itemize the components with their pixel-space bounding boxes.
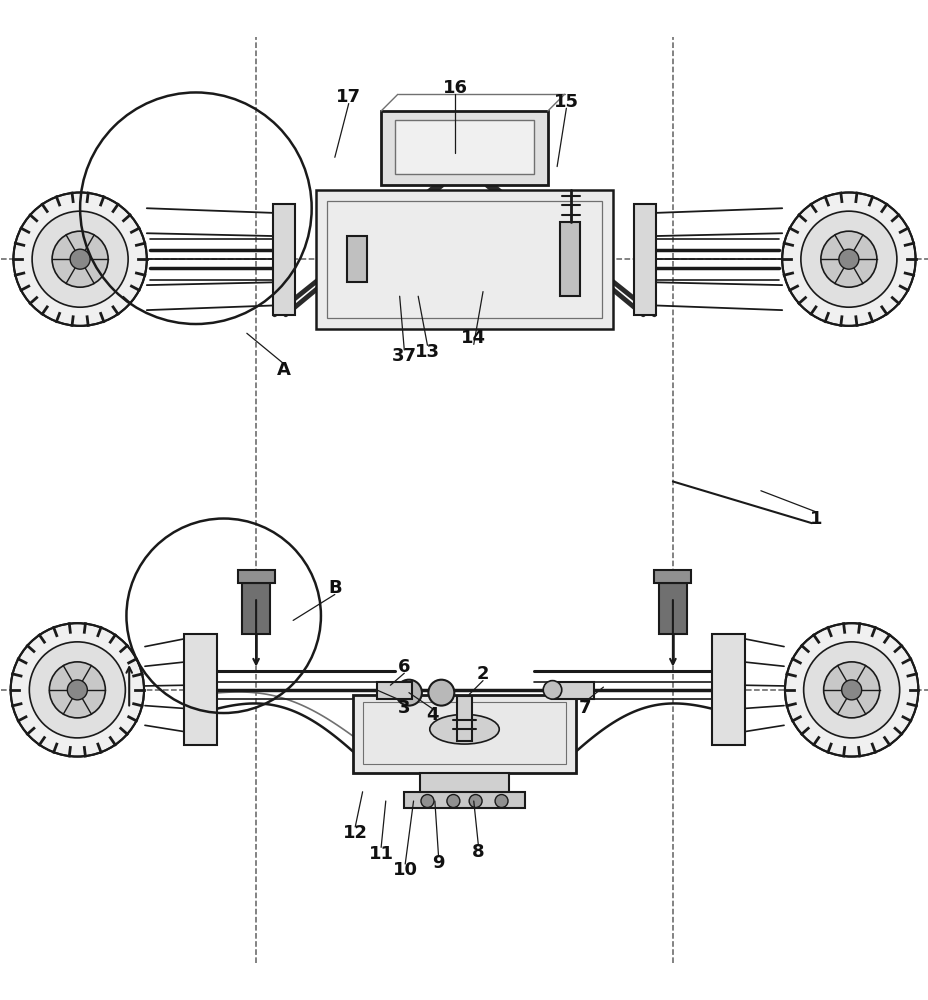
Text: 4: 4 [425, 706, 438, 724]
Circle shape [781, 192, 915, 326]
Circle shape [469, 795, 482, 808]
Bar [711, 634, 744, 745]
Text: A: A [277, 361, 290, 379]
Circle shape [800, 211, 896, 307]
Text: B: B [328, 579, 342, 597]
Circle shape [13, 192, 147, 326]
Text: 7: 7 [578, 699, 590, 717]
Circle shape [420, 795, 433, 808]
Bar [380, 111, 548, 185]
Circle shape [52, 231, 108, 287]
Circle shape [428, 680, 454, 706]
Circle shape [446, 795, 459, 808]
Circle shape [803, 642, 898, 738]
Text: 13: 13 [415, 343, 440, 361]
Circle shape [820, 231, 876, 287]
Bar [238, 570, 275, 583]
Text: 2: 2 [476, 665, 489, 683]
Text: 12: 12 [342, 824, 367, 842]
Text: 17: 17 [336, 88, 361, 106]
Bar [327, 201, 601, 318]
Text: 15: 15 [553, 93, 578, 111]
Text: 6: 6 [397, 658, 410, 676]
Bar [633, 204, 655, 315]
Text: 8: 8 [471, 843, 484, 861]
Text: 1: 1 [809, 510, 822, 528]
Text: 16: 16 [443, 79, 467, 97]
Circle shape [32, 211, 128, 307]
Bar [653, 570, 690, 583]
Text: 14: 14 [461, 329, 485, 347]
Bar [560, 222, 580, 296]
Bar [316, 190, 612, 329]
Circle shape [495, 795, 508, 808]
Circle shape [395, 680, 421, 706]
Text: 9: 9 [432, 854, 445, 872]
Circle shape [30, 642, 125, 738]
Circle shape [543, 681, 561, 699]
Circle shape [49, 662, 105, 718]
Bar [353, 695, 575, 773]
Circle shape [70, 249, 90, 269]
Bar [394, 120, 534, 174]
Circle shape [10, 623, 144, 757]
Bar [362, 702, 566, 764]
Ellipse shape [430, 714, 498, 744]
Bar [404, 792, 524, 808]
Bar [242, 583, 270, 634]
Text: 37: 37 [392, 347, 417, 365]
Bar [376, 682, 411, 699]
Bar [457, 696, 471, 741]
Bar [658, 583, 686, 634]
Bar [273, 204, 295, 315]
Bar [346, 236, 367, 282]
Text: 3: 3 [397, 699, 410, 717]
Bar [184, 634, 217, 745]
Bar [419, 773, 509, 794]
Circle shape [67, 680, 87, 700]
Circle shape [838, 249, 858, 269]
Text: 11: 11 [368, 845, 393, 863]
Text: 10: 10 [393, 861, 418, 879]
Circle shape [823, 662, 879, 718]
Circle shape [784, 623, 918, 757]
Circle shape [841, 680, 861, 700]
Bar [552, 682, 594, 699]
